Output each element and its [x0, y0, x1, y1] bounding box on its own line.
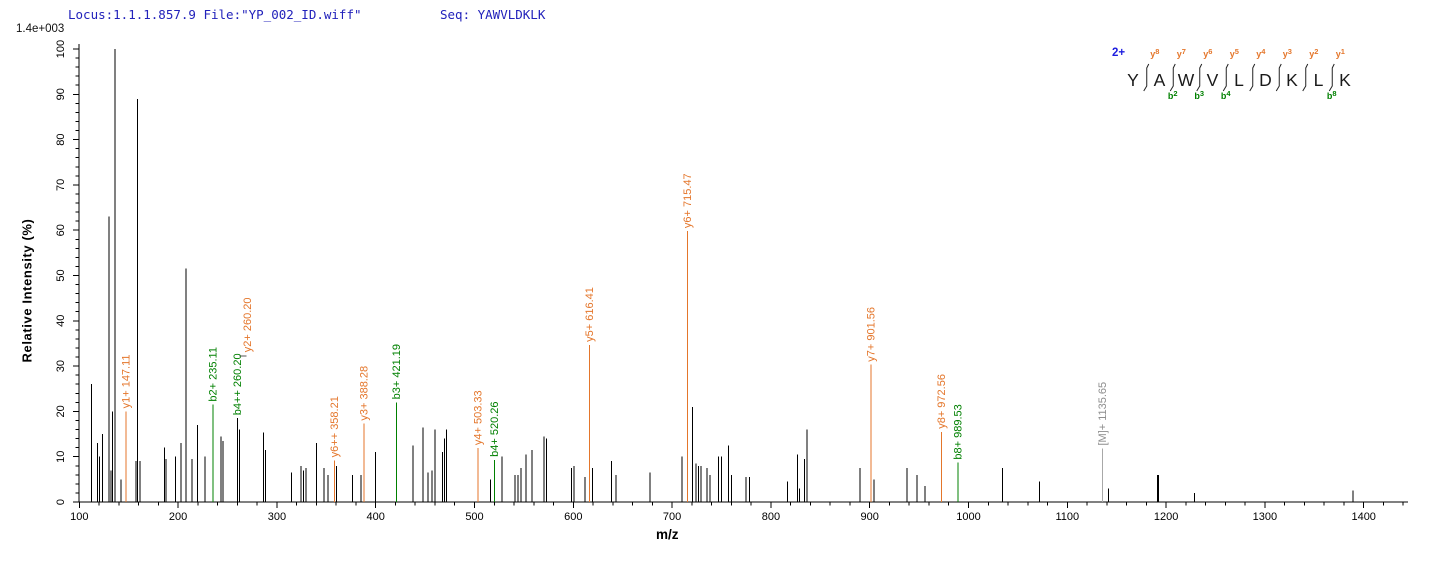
x-axis-title: m/z	[656, 527, 679, 542]
y-tick-label: 40	[55, 315, 67, 327]
ion-label-b2+: b2+ 235.11	[207, 347, 219, 402]
y-tick-label: 50	[55, 269, 67, 281]
ion-label-y5+: y5+ 616.41	[584, 287, 596, 342]
x-tick-label: 300	[268, 511, 286, 523]
ladder-y-ion-y6: y6	[1203, 47, 1212, 59]
ladder-y-ion-y4: y4	[1256, 47, 1266, 59]
fragment-divider	[1249, 63, 1256, 92]
residue-letter-7-K: K	[1286, 70, 1298, 90]
x-tick-label: 1100	[1055, 511, 1079, 523]
ion-label-y4+: y4+ 503.33	[472, 390, 484, 445]
residue-letter-9-K: K	[1339, 70, 1351, 90]
y-tick-label: 0	[55, 499, 67, 505]
ladder-y-ion-y7: y7	[1177, 47, 1186, 59]
ion-label-[M]+: [M]+ 1135.65	[1097, 382, 1109, 446]
y-tick-label: 10	[55, 451, 67, 463]
ion-label-b4+: b4+ 520.26	[489, 401, 501, 456]
residue-letter-5-L: L	[1234, 70, 1244, 90]
ion-label-y1+: y1+ 147.11	[120, 354, 132, 408]
locus-file-label: Locus:1.1.1.857.9 File:"YP_002_ID.wiff"	[68, 7, 362, 22]
fragment-divider	[1143, 63, 1150, 92]
x-tick-label: 700	[663, 511, 681, 523]
x-tick-label: 800	[762, 511, 780, 523]
x-tick-label: 1400	[1351, 511, 1375, 523]
ladder-y-ion-y2: y2	[1309, 47, 1318, 59]
ladder-y-ion-y5: y5	[1230, 47, 1239, 59]
x-tick-label: 900	[861, 511, 879, 523]
x-tick-label: 500	[465, 511, 483, 523]
x-tick-label: 400	[367, 511, 385, 523]
ion-label-b3+: b3+ 421.19	[391, 344, 403, 399]
y-tick-label: 90	[55, 88, 67, 100]
y-tick-label: 60	[55, 224, 67, 236]
ladder-b-ion-b4: b4	[1221, 89, 1232, 101]
ladder-b-ion-b2: b2	[1168, 89, 1178, 101]
ladder-b-ion-b8: b8	[1327, 89, 1337, 101]
residue-letter-8-L: L	[1314, 70, 1324, 90]
fragment-divider	[1275, 63, 1282, 92]
base-peak-intensity: 1.4e+003	[16, 23, 65, 35]
ion-label-b4++: b4++ 260.20	[232, 353, 244, 415]
ladder-y-ion-y8: y8	[1150, 47, 1159, 59]
ion-label-y7+: y7+ 901.56	[866, 307, 878, 362]
y-tick-label: 70	[55, 179, 67, 191]
ion-label-y2+: y2+ 260.20	[242, 297, 254, 352]
residue-letter-3-W: W	[1178, 70, 1195, 90]
ion-label-y6++: y6++ 358.21	[329, 396, 341, 457]
x-tick-label: 100	[70, 511, 88, 523]
ion-label-y3+: y3+ 388.28	[359, 366, 371, 421]
precursor-charge-label: 2+	[1112, 47, 1125, 59]
fragment-divider	[1222, 63, 1229, 92]
y-tick-label: 100	[55, 40, 67, 58]
residue-letter-4-V: V	[1207, 70, 1219, 90]
sequence-label: Seq: YAWVLDKLK	[440, 7, 546, 22]
x-tick-label: 1000	[956, 511, 980, 523]
ion-label-y8+: y8+ 972.56	[936, 374, 948, 429]
residue-letter-1-Y: Y	[1127, 70, 1139, 90]
y-tick-label: 80	[55, 133, 67, 145]
residue-letter-2-A: A	[1154, 70, 1166, 90]
x-tick-label: 1200	[1154, 511, 1178, 523]
ion-label-b8+: b8+ 989.53	[953, 404, 965, 459]
ladder-y-ion-y1: y1	[1336, 47, 1345, 59]
fragment-divider	[1302, 63, 1309, 92]
fragment-divider	[1169, 63, 1176, 92]
x-tick-label: 600	[564, 511, 582, 523]
fragment-divider	[1196, 63, 1203, 92]
ion-label-y6+: y6+ 715.47	[682, 173, 694, 228]
y-tick-label: 20	[55, 405, 67, 417]
ladder-b-ion-b3: b3	[1194, 89, 1204, 101]
residue-letter-6-D: D	[1259, 70, 1272, 90]
x-tick-label: 200	[169, 511, 187, 523]
fragment-divider	[1328, 63, 1335, 92]
x-tick-label: 1300	[1253, 511, 1277, 523]
ladder-y-ion-y3: y3	[1283, 47, 1292, 59]
y-tick-label: 30	[55, 360, 67, 372]
